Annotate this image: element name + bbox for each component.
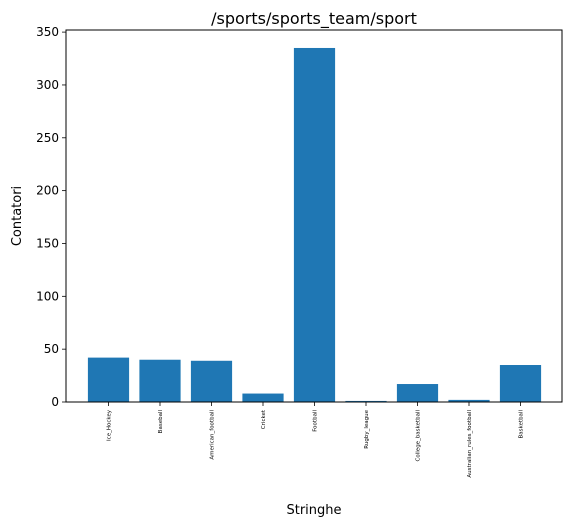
x-tick-label: College_basketball <box>416 410 422 462</box>
y-tick-label: 300 <box>36 78 59 92</box>
x-tick-label: Rugby_league <box>364 409 370 448</box>
x-tick-label: Football <box>313 410 319 432</box>
x-axis-label: Stringhe <box>286 503 341 518</box>
y-tick-label: 100 <box>36 289 59 303</box>
bar-american-football <box>190 360 233 402</box>
bar-cricket <box>242 393 284 402</box>
y-tick-label: 350 <box>36 25 59 39</box>
bar-ice-hockey <box>87 357 130 402</box>
y-axis-label: Contatori <box>10 186 25 246</box>
x-tick-label: Basketball <box>519 410 525 439</box>
chart-title: /sports/sports_team/sport <box>211 9 417 29</box>
y-tick-label: 50 <box>44 342 59 356</box>
x-axis-ticks: Ice_Hockey Baseball American_football Crick… <box>107 402 525 478</box>
bar-college-basketball <box>396 384 439 402</box>
y-tick-label: 150 <box>36 236 59 250</box>
x-tick-label: Cricket <box>261 409 267 429</box>
bar-rugby-league <box>345 400 387 402</box>
x-tick-label: Baseball <box>158 410 164 434</box>
bar-football <box>293 47 336 402</box>
plot-frame <box>65 29 563 403</box>
y-tick-label: 200 <box>36 184 59 198</box>
bar-basketball <box>499 365 542 402</box>
bar-australian-rules-football <box>448 399 490 402</box>
x-tick-label: Ice_Hockey <box>107 409 113 441</box>
bar-baseball <box>139 359 181 402</box>
y-axis-ticks: 0 50 100 150 200 250 300 350 <box>36 25 66 409</box>
bars-group <box>87 47 542 402</box>
x-tick-label: American_football <box>210 410 216 460</box>
y-tick-label: 0 <box>51 395 59 409</box>
x-tick-label: Australian_rules_football <box>467 410 473 478</box>
y-tick-label: 250 <box>36 131 59 145</box>
